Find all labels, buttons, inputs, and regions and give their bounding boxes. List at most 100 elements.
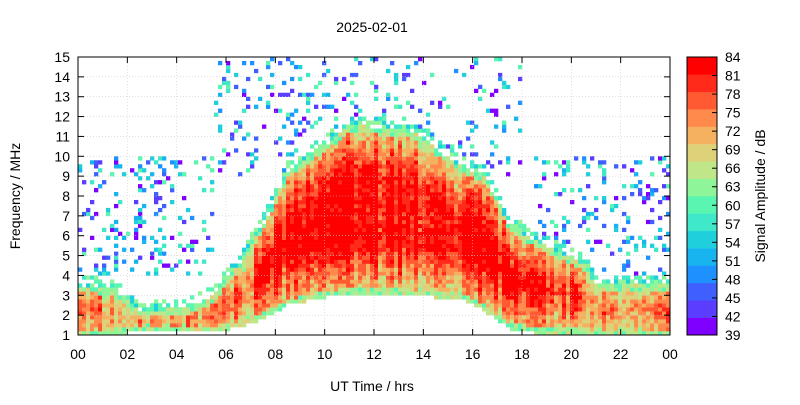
heatmap-cell [378, 168, 383, 173]
heatmap-cell [478, 303, 483, 308]
heatmap-cell [466, 203, 471, 209]
heatmap-cell [374, 243, 379, 248]
heatmap-cell [630, 235, 635, 240]
heatmap-cell [430, 287, 435, 292]
heatmap-cell [310, 219, 315, 225]
heatmap-cell [358, 247, 363, 252]
heatmap-cell [250, 291, 255, 296]
heatmap-cell [642, 323, 647, 328]
heatmap-cell [102, 255, 107, 260]
heatmap-cell [162, 243, 167, 248]
heatmap-cell [514, 275, 519, 280]
heatmap-cell [138, 223, 143, 229]
heatmap-cell [426, 271, 431, 276]
heatmap-cell [486, 271, 491, 276]
heatmap-cell [246, 311, 251, 316]
heatmap-cell [282, 247, 287, 252]
heatmap-cell [582, 156, 587, 161]
heatmap-cell [462, 239, 467, 244]
heatmap-cell [322, 267, 327, 272]
heatmap-cell [302, 227, 307, 233]
heatmap-cell [338, 168, 343, 173]
heatmap-cell [534, 243, 539, 248]
heatmap-cell [510, 227, 515, 233]
heatmap-cell [470, 188, 475, 193]
heatmap-cell [526, 251, 531, 256]
heatmap-cell [578, 283, 583, 288]
heatmap-cell [294, 132, 299, 137]
heatmap-cell [206, 287, 211, 292]
heatmap-cell [410, 279, 415, 284]
heatmap-cell [326, 164, 331, 169]
heatmap-cell [370, 140, 375, 145]
heatmap-cell [482, 219, 487, 225]
heatmap-cell [366, 263, 371, 268]
heatmap-cell [254, 295, 259, 300]
heatmap-cell [518, 160, 523, 165]
heatmap-cell [550, 271, 555, 276]
heatmap-cell [394, 80, 399, 86]
heatmap-cell [414, 219, 419, 225]
heatmap-cell [258, 283, 263, 288]
heatmap-cell [558, 255, 563, 260]
heatmap-cell [522, 243, 527, 248]
heatmap-cell [250, 267, 255, 272]
heatmap-cell [290, 60, 295, 66]
heatmap-cell [418, 271, 423, 276]
heatmap-cell [310, 235, 315, 240]
heatmap-cell [350, 116, 355, 121]
heatmap-cell [658, 299, 663, 304]
heatmap-cell [122, 235, 127, 240]
heatmap-cell [286, 164, 291, 169]
heatmap-cell [650, 315, 655, 320]
heatmap-cell [282, 211, 287, 217]
heatmap-cell [354, 184, 359, 189]
heatmap-cell [482, 263, 487, 268]
heatmap-cell [386, 251, 391, 256]
heatmap-cell [562, 331, 567, 336]
heatmap-cell [534, 315, 539, 320]
heatmap-cell [258, 315, 263, 320]
heatmap-cell [290, 152, 295, 157]
heatmap-cell [226, 80, 231, 86]
heatmap-cell [306, 251, 311, 256]
heatmap-cell [522, 239, 527, 244]
heatmap-cell [262, 315, 267, 320]
heatmap-cell [458, 231, 463, 237]
heatmap-cell [390, 144, 395, 149]
heatmap-cell [266, 251, 271, 256]
heatmap-cell [398, 188, 403, 193]
heatmap-cell [162, 323, 167, 328]
heatmap-cell [458, 223, 463, 229]
heatmap-cell [94, 295, 99, 300]
heatmap-cell [246, 255, 251, 260]
heatmap-cell [366, 199, 371, 205]
heatmap-cell [334, 148, 339, 153]
heatmap-cell [318, 199, 323, 205]
y-tick-label: 11 [55, 128, 70, 144]
heatmap-cell [310, 287, 315, 292]
heatmap-cell [654, 307, 659, 312]
heatmap-cell [566, 287, 571, 292]
heatmap-cell [390, 255, 395, 260]
heatmap-cell [118, 199, 123, 205]
heatmap-cell [342, 172, 347, 177]
heatmap-cell [578, 295, 583, 300]
heatmap-cell [242, 247, 247, 252]
heatmap-cell [330, 255, 335, 260]
heatmap-cell [86, 315, 91, 320]
heatmap-cell [546, 287, 551, 292]
heatmap-cell [278, 243, 283, 248]
heatmap-cell [250, 287, 255, 292]
heatmap-cell [546, 207, 551, 213]
heatmap-cell [346, 168, 351, 173]
heatmap-cell [462, 295, 467, 300]
heatmap-cell [322, 219, 327, 225]
heatmap-cell [414, 164, 419, 169]
heatmap-cell [434, 243, 439, 248]
heatmap-cells [78, 57, 671, 336]
heatmap-cell [350, 156, 355, 161]
heatmap-cell [390, 219, 395, 225]
heatmap-cell [398, 184, 403, 189]
heatmap-cell [542, 247, 547, 252]
